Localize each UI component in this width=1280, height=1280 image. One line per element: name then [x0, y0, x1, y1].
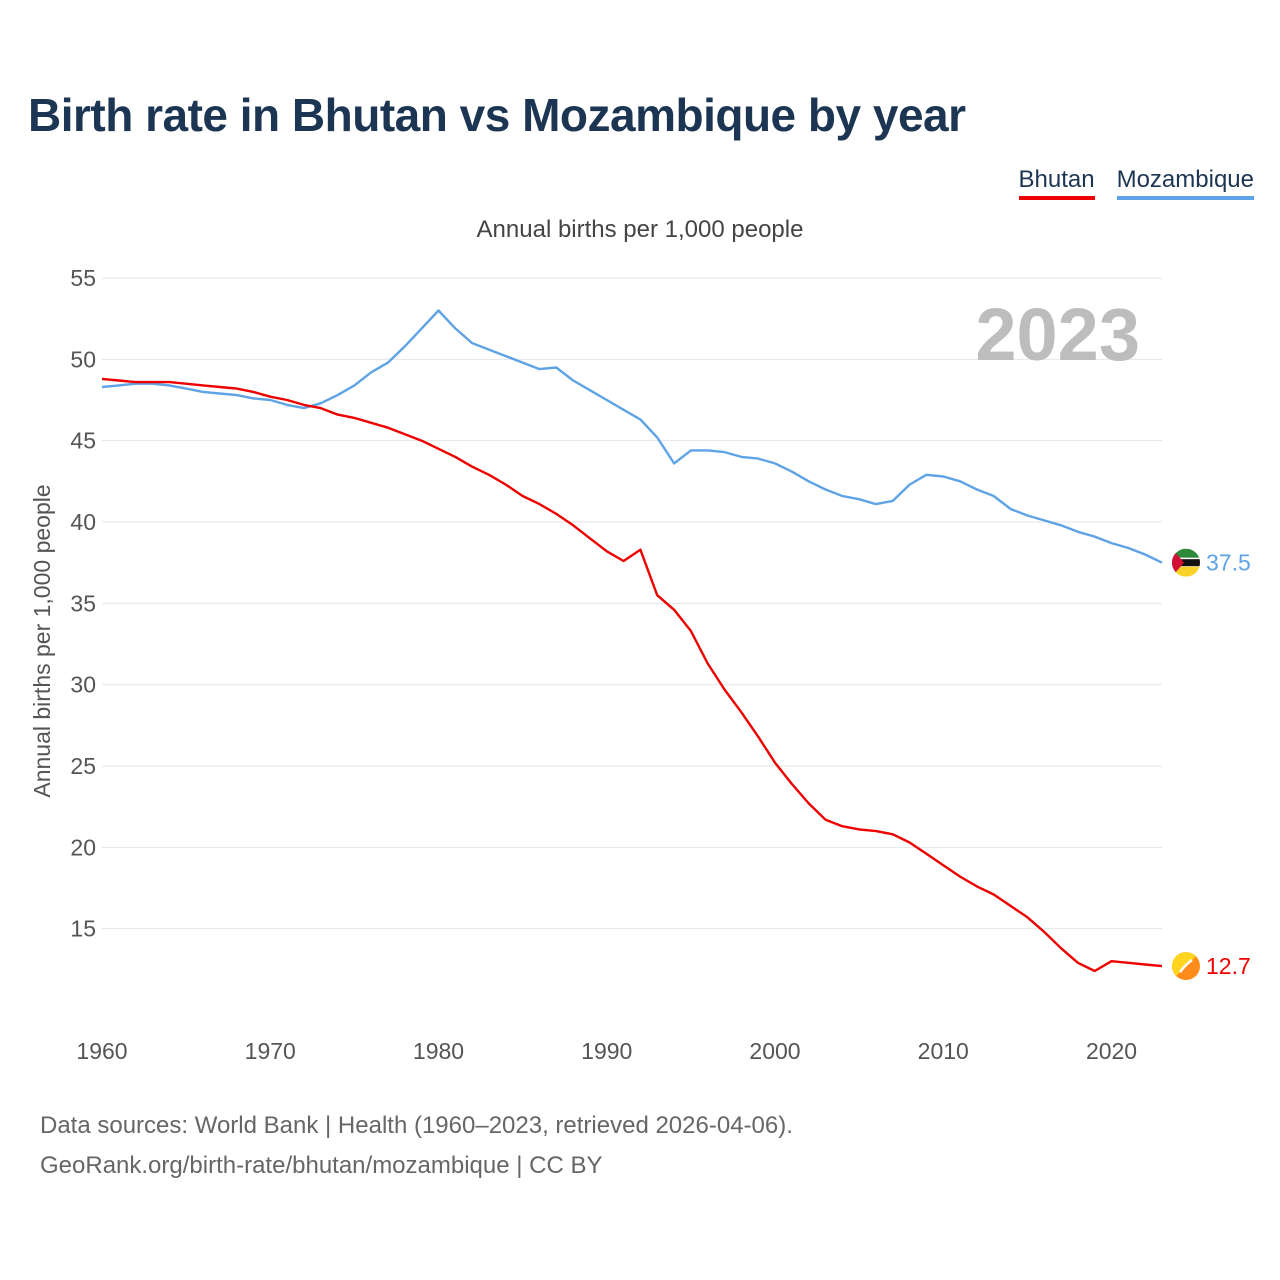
mozambique-flag-icon [1172, 548, 1200, 577]
x-tick-label: 1990 [581, 1038, 632, 1064]
y-tick-label: 40 [70, 509, 96, 535]
legend: Bhutan Mozambique [1018, 166, 1254, 200]
end-label-mozambique: 37.5 [1206, 550, 1251, 576]
x-tick-label: 2020 [1086, 1038, 1137, 1064]
source-note: Data sources: World Bank | Health (1960–… [40, 1106, 793, 1186]
y-tick-label: 35 [70, 590, 96, 616]
y-axis-label: Annual births per 1,000 people [29, 484, 55, 797]
chart-subtitle: Annual births per 1,000 people [476, 216, 804, 243]
y-tick-label: 55 [70, 265, 96, 291]
series-line-bhutan [101, 377, 1163, 973]
bhutan-flag-icon [1172, 952, 1200, 981]
legend-item-mozambique[interactable]: Mozambique [1116, 166, 1254, 200]
y-tick-label: 30 [70, 672, 96, 698]
series-line-mozambique [101, 309, 1163, 564]
y-tick-label: 45 [70, 428, 96, 454]
y-tick-label: 50 [70, 346, 96, 372]
y-tick-label: 15 [70, 916, 96, 942]
x-tick-label: 1970 [245, 1038, 296, 1064]
source-url[interactable]: GeoRank.org/birth-rate/bhutan/mozambique… [40, 1152, 603, 1179]
y-tick-label: 20 [70, 834, 96, 860]
year-overlay: 2023 [975, 293, 1140, 376]
x-tick-label: 2000 [749, 1038, 800, 1064]
end-label-bhutan: 12.7 [1206, 953, 1251, 979]
chart-title: Birth rate in Bhutan vs Mozambique by ye… [28, 89, 966, 141]
x-tick-label: 1960 [76, 1038, 127, 1064]
y-tick-label: 25 [70, 753, 96, 779]
source-line: Data sources: World Bank | Health (1960–… [40, 1112, 793, 1139]
legend-item-bhutan[interactable]: Bhutan [1018, 166, 1095, 200]
x-tick-label: 2010 [918, 1038, 969, 1064]
x-tick-label: 1980 [413, 1038, 464, 1064]
